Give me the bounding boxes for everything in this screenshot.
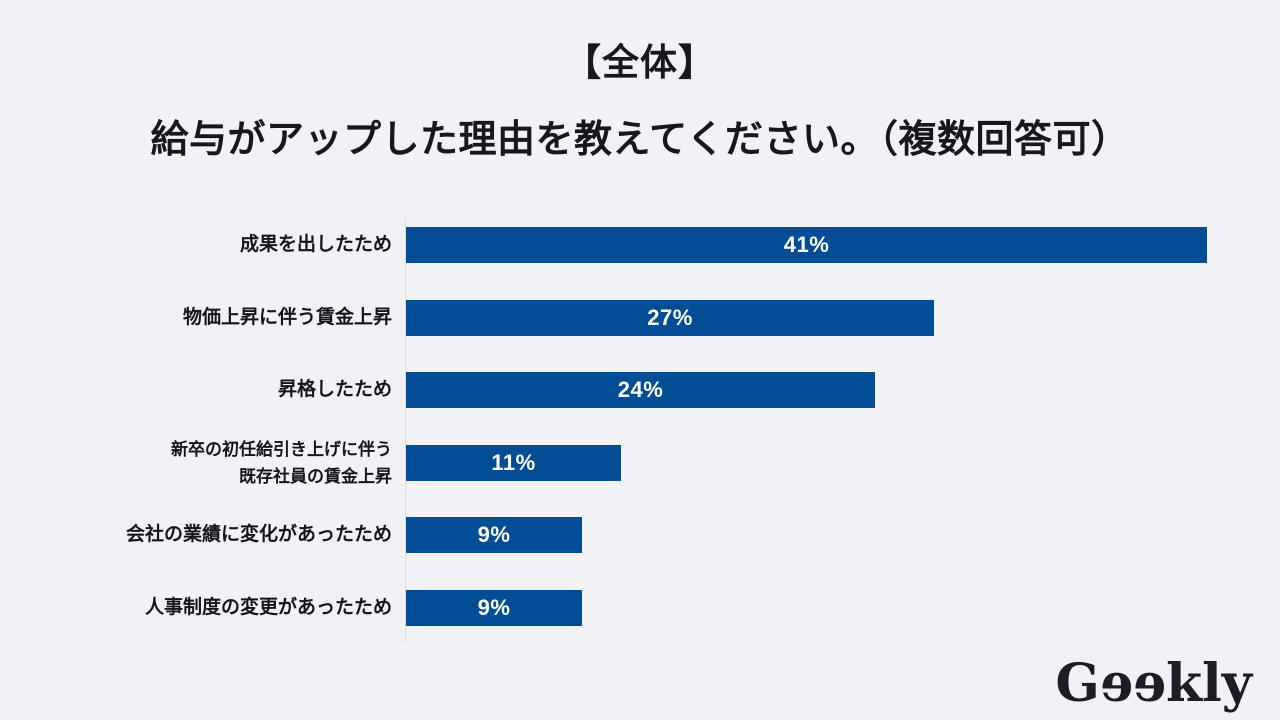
logo-letter: l	[1202, 653, 1222, 714]
geekly-logo: Geekly	[1055, 653, 1252, 714]
title-question: 給与がアップした理由を教えてください。（複数回答可）	[150, 119, 1130, 161]
bar: 9%	[406, 590, 582, 626]
value-label: 41%	[783, 232, 830, 257]
mirrored-e-glyph: e	[1132, 653, 1166, 714]
axis-line	[405, 218, 406, 643]
category-label: 昇格したため	[277, 379, 392, 400]
category-label: 成果を出したため	[239, 234, 392, 255]
category-label: 人事制度の変更があったため	[144, 597, 392, 618]
bar: 27%	[406, 300, 934, 336]
mirrored-e-glyph: e	[1099, 653, 1133, 714]
bar-chart: 成果を出したため 41% 物価上昇に伴う賃金上昇 27% 昇格したため 24% 新卒の初任給…	[0, 210, 1280, 660]
chart-row: 昇格したため 24%	[0, 372, 1280, 408]
category-label: 物価上昇に伴う賃金上昇	[182, 307, 392, 328]
bar: 24%	[406, 372, 875, 408]
logo-letter: G	[1055, 653, 1100, 714]
chart-row: 会社の業績に変化があったため 9%	[0, 517, 1280, 553]
category-label: 新卒の初任給引き上げに伴う 既存社員の賃金上昇	[171, 440, 392, 486]
value-label: 27%	[647, 305, 693, 330]
logo-letter: k	[1165, 653, 1203, 714]
bar: 9%	[406, 517, 582, 553]
chart-row: 成果を出したため 41%	[0, 227, 1280, 263]
value-label: 9%	[477, 595, 511, 620]
chart-row: 人事制度の変更があったため 9%	[0, 590, 1280, 626]
bar: 41%	[406, 227, 1207, 263]
logo-letter: y	[1221, 653, 1252, 714]
value-label: 11%	[491, 450, 536, 475]
chart-header: 【全体】 給与がアップした理由を教えてください。（複数回答可）	[0, 0, 1280, 163]
value-label: 9%	[477, 522, 511, 547]
category-label: 会社の業績に変化があったため	[125, 524, 392, 545]
value-label: 24%	[617, 377, 664, 402]
bar: 11%	[406, 445, 621, 481]
title-group-label: 【全体】	[564, 42, 716, 83]
chart-row: 物価上昇に伴う賃金上昇 27%	[0, 300, 1280, 336]
chart-row: 新卒の初任給引き上げに伴う 既存社員の賃金上昇 11%	[0, 440, 1280, 486]
